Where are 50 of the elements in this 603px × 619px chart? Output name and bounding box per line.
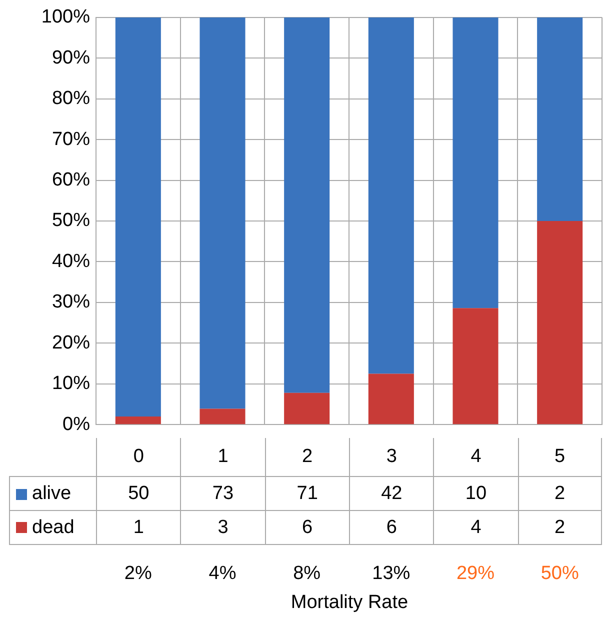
bar [200, 17, 246, 409]
bar [368, 17, 414, 374]
bar [537, 221, 583, 424]
legend-label: alive [32, 483, 72, 505]
x-tick-label: 2 [264, 438, 349, 476]
x-tick-label: 5 [518, 438, 602, 476]
text: 2% [123, 563, 153, 585]
y-tick-label: 20% [52, 332, 90, 354]
y-tick-label: 90% [52, 47, 90, 68]
y-tick-label: 50% [52, 210, 90, 232]
text: 4 [433, 510, 519, 545]
bar [284, 17, 330, 393]
bar [537, 17, 583, 221]
bar [200, 408, 246, 424]
y-tick-label: 70% [52, 128, 90, 150]
text: 4% [208, 563, 238, 585]
bar [452, 17, 498, 308]
y-tick-label: 10% [52, 373, 90, 394]
y-tick-label: 80% [52, 88, 90, 110]
text: 73 [180, 476, 266, 511]
x-tick-label: 3 [349, 438, 434, 476]
bar [284, 392, 330, 424]
text: 3 [180, 510, 266, 545]
y-tick-label: 40% [52, 250, 90, 272]
text: 50 [96, 476, 182, 511]
y-tick-label: 100% [41, 6, 90, 28]
x-tick-label: 0 [96, 438, 180, 476]
bar [115, 416, 161, 424]
text: 50% [540, 563, 580, 585]
x-tick-label: 1 [180, 438, 265, 476]
text: 6 [264, 510, 350, 545]
y-tick-label: 0% [62, 414, 90, 435]
text: 2 [518, 510, 602, 545]
legend-label: dead [32, 516, 74, 538]
text: 1 [96, 510, 182, 545]
text: 2 [518, 476, 602, 511]
text: Mortality Rate [290, 592, 410, 614]
text: 71 [264, 476, 350, 511]
y-tick-label: 60% [52, 170, 90, 191]
y-tick-label: 30% [52, 292, 90, 313]
text: 10 [433, 476, 519, 511]
text: 29% [455, 563, 496, 585]
text: 13% [371, 563, 412, 585]
text: 42 [349, 476, 434, 511]
x-tick-label: 4 [433, 438, 518, 476]
text: 8% [292, 563, 322, 585]
bar [115, 17, 161, 416]
text: 6 [349, 510, 434, 545]
bar [368, 374, 414, 424]
bar [452, 308, 498, 424]
